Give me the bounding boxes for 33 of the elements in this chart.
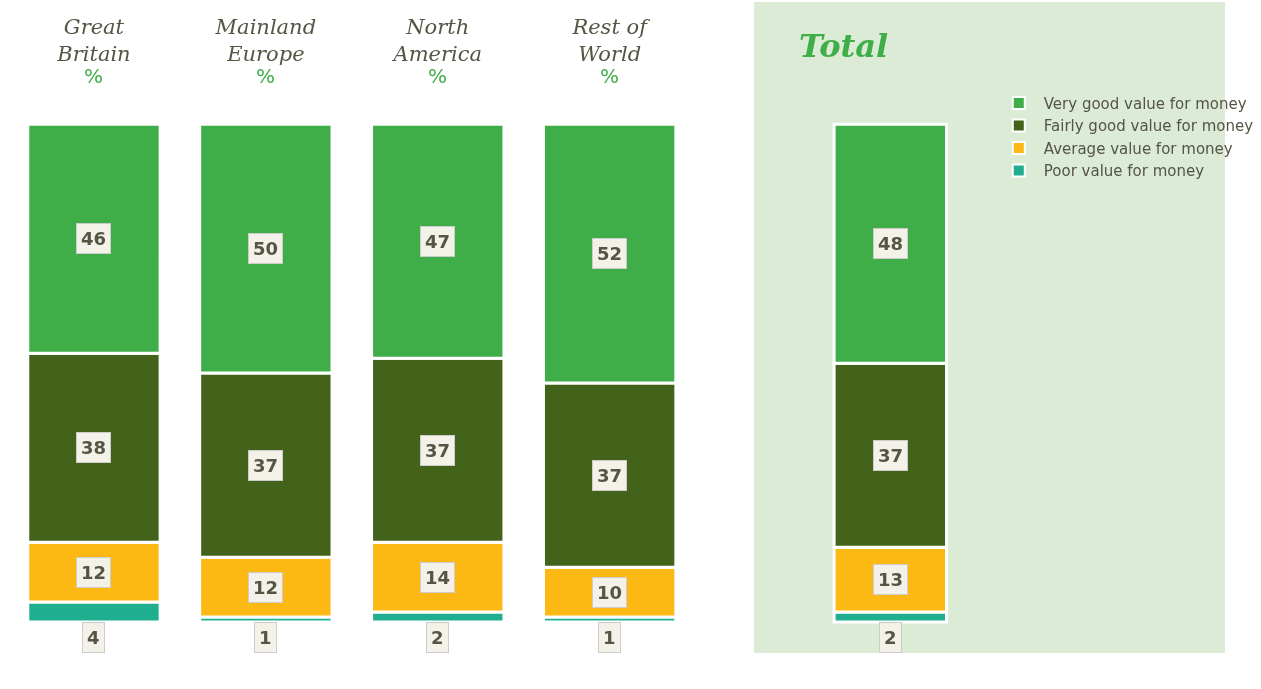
data-label: 12 [253,577,279,598]
data-label: 52 [597,243,623,264]
legend-label: Very good value for money [1043,94,1247,113]
data-label: 14 [425,567,451,588]
legend-label: Average value for money [1043,139,1233,158]
data-label: 47 [425,231,451,252]
data-label: 46 [81,228,107,249]
data-label: 50 [253,238,279,259]
x-tick-label: Rest of World [571,14,651,67]
data-label: 1 [259,627,272,648]
data-label: 2 [431,627,444,648]
legend-label: Poor value for money [1043,162,1205,181]
data-label: 48 [878,233,904,254]
text: % [600,64,620,88]
legend-label: Fairly good value for money [1043,117,1254,136]
data-label: 37 [253,455,279,476]
x-tick-label: Great Britain [56,14,131,67]
data-label: 4 [87,627,100,648]
data-label: 2 [884,627,897,648]
data-label: 37 [425,440,451,461]
data-label: 10 [597,582,623,603]
text: % [428,64,448,88]
data-label: 37 [878,445,904,466]
data-label: 13 [878,569,904,590]
text: % [256,64,276,88]
x-tick-label: North America [391,14,483,67]
data-label: 37 [597,465,623,486]
chart-title: Total [799,27,889,65]
data-label: 1 [603,627,616,648]
text: % [84,64,104,88]
data-label: 38 [81,437,107,458]
x-tick-label: Mainland Europe [214,14,317,67]
data-label: 12 [81,562,107,583]
